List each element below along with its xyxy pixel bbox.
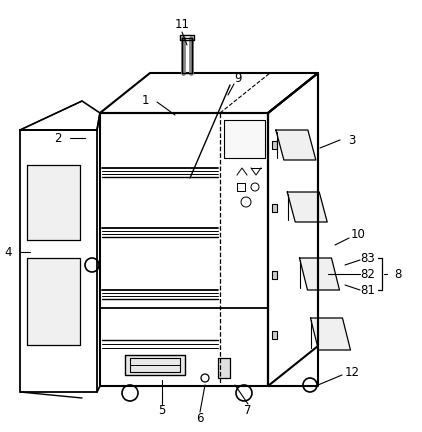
Polygon shape — [272, 141, 277, 149]
Polygon shape — [272, 204, 277, 212]
Polygon shape — [311, 318, 351, 350]
Text: 8: 8 — [394, 267, 402, 280]
Text: 5: 5 — [158, 403, 166, 416]
Polygon shape — [218, 358, 230, 378]
Polygon shape — [27, 165, 80, 240]
Text: 7: 7 — [244, 403, 252, 416]
Text: 2: 2 — [54, 131, 62, 144]
Text: 12: 12 — [344, 366, 360, 379]
Text: 10: 10 — [351, 229, 365, 241]
Polygon shape — [272, 331, 277, 339]
Polygon shape — [287, 192, 327, 222]
Polygon shape — [224, 120, 265, 158]
Text: 6: 6 — [196, 412, 204, 425]
Text: 3: 3 — [348, 133, 356, 146]
Text: 81: 81 — [360, 283, 376, 296]
Text: 82: 82 — [360, 267, 376, 280]
Text: 11: 11 — [175, 19, 189, 32]
Polygon shape — [276, 130, 316, 160]
Text: 1: 1 — [141, 93, 149, 107]
Polygon shape — [27, 258, 80, 345]
Text: 83: 83 — [361, 251, 376, 264]
Polygon shape — [300, 258, 339, 290]
Polygon shape — [272, 271, 277, 279]
Text: 9: 9 — [234, 72, 242, 85]
Text: 4: 4 — [4, 245, 12, 258]
Polygon shape — [125, 355, 185, 375]
